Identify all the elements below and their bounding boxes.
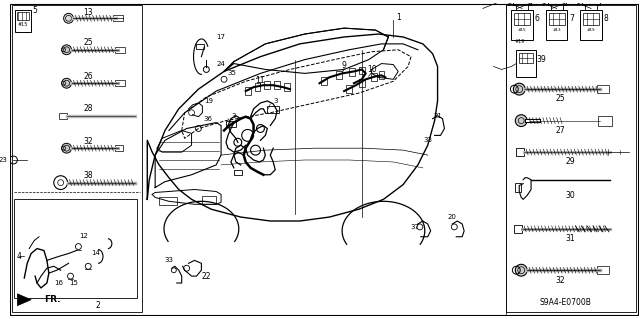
Text: 17: 17 bbox=[216, 34, 225, 40]
Text: 3: 3 bbox=[232, 113, 236, 119]
Bar bbox=[12, 5, 142, 312]
Text: 33: 33 bbox=[164, 257, 173, 263]
Bar bbox=[113, 15, 123, 21]
Text: 21: 21 bbox=[433, 113, 442, 119]
Text: 38: 38 bbox=[83, 171, 93, 180]
Bar bbox=[506, 5, 636, 312]
Text: 31: 31 bbox=[566, 234, 575, 243]
Text: 12: 12 bbox=[79, 233, 88, 239]
Text: #15: #15 bbox=[518, 28, 527, 32]
Bar bbox=[515, 225, 522, 233]
Circle shape bbox=[515, 115, 527, 127]
Text: 3: 3 bbox=[273, 98, 278, 104]
Text: 13: 13 bbox=[83, 8, 93, 17]
Bar bbox=[580, 11, 602, 40]
Bar bbox=[115, 47, 125, 53]
Bar bbox=[597, 85, 609, 93]
Text: 23: 23 bbox=[0, 157, 8, 163]
Bar bbox=[268, 106, 279, 113]
Bar bbox=[17, 12, 29, 20]
Bar bbox=[346, 85, 352, 93]
Bar bbox=[264, 81, 270, 89]
Text: 25: 25 bbox=[83, 38, 93, 48]
Text: 32: 32 bbox=[83, 137, 93, 146]
Bar bbox=[359, 66, 365, 74]
Text: 1: 1 bbox=[396, 13, 401, 22]
Bar bbox=[274, 81, 280, 89]
Text: 19: 19 bbox=[204, 98, 212, 104]
Bar bbox=[115, 145, 123, 151]
Bar bbox=[597, 266, 609, 274]
Text: 11: 11 bbox=[256, 76, 265, 85]
Bar bbox=[548, 13, 564, 25]
Bar bbox=[583, 13, 599, 25]
Bar bbox=[284, 83, 290, 91]
Bar bbox=[516, 50, 536, 77]
Text: FR.: FR. bbox=[44, 295, 60, 304]
Bar bbox=[15, 11, 31, 32]
Bar bbox=[519, 53, 533, 63]
Bar bbox=[378, 71, 385, 79]
Text: #13: #13 bbox=[552, 28, 561, 32]
Text: 2: 2 bbox=[96, 301, 100, 310]
Bar bbox=[244, 87, 251, 95]
Text: 29: 29 bbox=[566, 158, 575, 167]
Text: 4: 4 bbox=[17, 252, 21, 261]
Bar bbox=[349, 69, 355, 76]
Text: 6: 6 bbox=[534, 14, 540, 23]
Circle shape bbox=[63, 13, 74, 23]
Bar bbox=[598, 116, 612, 126]
Text: 8: 8 bbox=[604, 14, 608, 23]
Bar bbox=[321, 77, 327, 85]
Text: 16: 16 bbox=[54, 280, 63, 286]
Bar bbox=[202, 197, 216, 204]
Bar bbox=[511, 11, 533, 40]
Text: 39: 39 bbox=[536, 55, 546, 64]
Text: 14: 14 bbox=[92, 250, 100, 256]
Text: 35: 35 bbox=[227, 70, 236, 76]
Bar bbox=[336, 71, 342, 79]
Text: 20: 20 bbox=[448, 214, 457, 220]
Text: S9A4-E0700B: S9A4-E0700B bbox=[540, 298, 591, 307]
Text: 24: 24 bbox=[217, 61, 225, 67]
Bar bbox=[226, 121, 236, 127]
Bar bbox=[515, 13, 530, 25]
Bar bbox=[196, 44, 204, 49]
Text: 25: 25 bbox=[556, 94, 565, 103]
Bar bbox=[159, 197, 177, 205]
Text: 30: 30 bbox=[566, 191, 575, 200]
Text: 37: 37 bbox=[410, 224, 419, 230]
Bar bbox=[546, 11, 568, 40]
Text: 10: 10 bbox=[367, 65, 376, 74]
Bar bbox=[234, 170, 242, 175]
Text: #19: #19 bbox=[514, 40, 524, 44]
Circle shape bbox=[513, 83, 525, 95]
Bar bbox=[515, 182, 521, 192]
Bar bbox=[359, 79, 365, 87]
Text: 7: 7 bbox=[569, 14, 574, 23]
Text: 22: 22 bbox=[202, 271, 211, 281]
Circle shape bbox=[61, 143, 72, 153]
Text: 36: 36 bbox=[204, 116, 212, 122]
Text: 27: 27 bbox=[556, 126, 565, 135]
Polygon shape bbox=[17, 294, 31, 306]
Bar bbox=[115, 80, 125, 86]
Text: 15: 15 bbox=[69, 280, 78, 286]
Text: 33: 33 bbox=[423, 137, 432, 143]
Text: #15: #15 bbox=[18, 22, 28, 27]
Bar bbox=[15, 199, 138, 298]
Circle shape bbox=[61, 78, 72, 88]
Bar bbox=[255, 83, 260, 91]
Circle shape bbox=[515, 264, 527, 276]
Text: 28: 28 bbox=[83, 104, 93, 113]
Text: 5: 5 bbox=[33, 6, 38, 15]
Text: #19: #19 bbox=[587, 28, 595, 32]
Text: 9: 9 bbox=[342, 61, 346, 70]
Bar bbox=[516, 148, 524, 156]
Text: 32: 32 bbox=[556, 276, 565, 285]
Circle shape bbox=[61, 45, 72, 55]
Bar bbox=[371, 73, 376, 81]
Text: 26: 26 bbox=[83, 72, 93, 81]
Bar bbox=[59, 113, 67, 119]
